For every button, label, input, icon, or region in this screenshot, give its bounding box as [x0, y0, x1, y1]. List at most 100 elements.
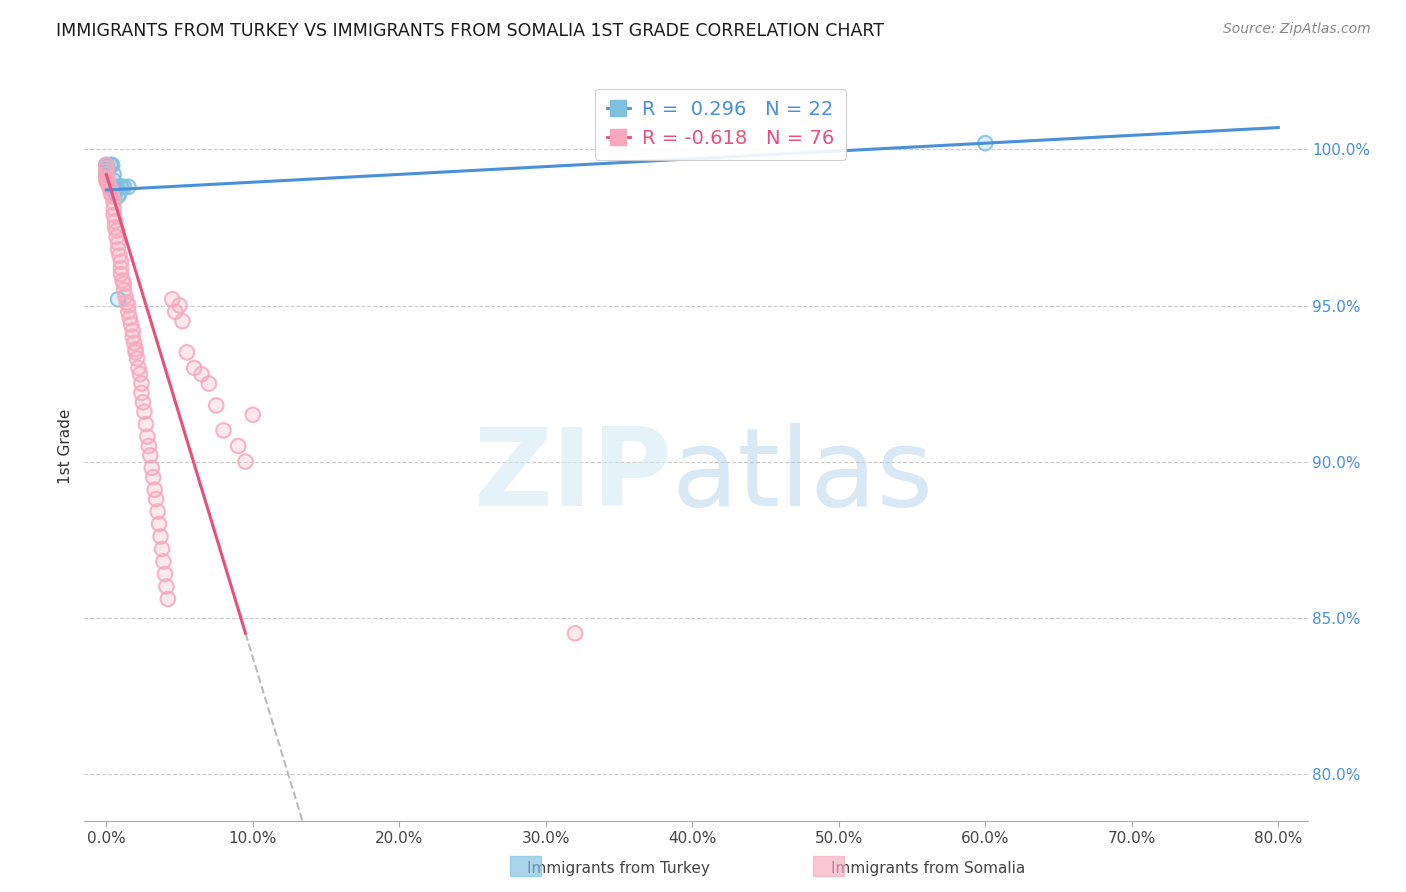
Text: atlas: atlas — [672, 423, 934, 529]
Point — [121, 329, 143, 343]
Point — [152, 554, 174, 568]
Point — [127, 351, 149, 366]
Point — [146, 504, 169, 518]
Point — [172, 314, 194, 328]
Point — [112, 179, 135, 194]
Point — [117, 304, 139, 318]
Point — [108, 248, 131, 262]
Point — [103, 195, 125, 210]
Point — [176, 345, 198, 359]
Point — [136, 429, 159, 443]
Point — [97, 173, 120, 187]
Point — [156, 591, 179, 606]
Point — [112, 277, 135, 291]
Point — [117, 179, 139, 194]
Point — [103, 202, 125, 216]
Point — [145, 491, 167, 506]
Point — [134, 404, 156, 418]
Point — [107, 292, 129, 306]
Point — [103, 208, 125, 222]
Point — [145, 491, 167, 506]
Point — [110, 260, 132, 275]
Point — [176, 345, 198, 359]
Point — [127, 351, 149, 366]
Point — [110, 179, 132, 194]
Text: Immigrants from Somalia: Immigrants from Somalia — [831, 861, 1025, 876]
Point — [96, 167, 118, 181]
Point — [96, 164, 118, 178]
Point — [146, 504, 169, 518]
Point — [149, 529, 172, 543]
Point — [205, 398, 228, 412]
Point — [104, 186, 127, 200]
Point — [97, 173, 120, 187]
Point — [100, 186, 122, 200]
Point — [110, 260, 132, 275]
Point — [198, 376, 221, 391]
Point — [103, 173, 125, 187]
Point — [142, 470, 165, 484]
Point — [96, 164, 118, 178]
Point — [124, 345, 146, 359]
Point — [104, 186, 127, 200]
Point — [108, 186, 131, 200]
Point — [155, 579, 177, 593]
Point — [135, 417, 157, 431]
Point — [131, 376, 153, 391]
Point — [105, 223, 128, 237]
Point — [169, 298, 191, 312]
Point — [96, 173, 118, 187]
Point — [162, 292, 184, 306]
Point — [107, 242, 129, 256]
Point — [153, 566, 176, 581]
Point — [103, 195, 125, 210]
Point — [112, 179, 135, 194]
Point — [141, 460, 163, 475]
Point — [242, 408, 264, 422]
Point — [105, 179, 128, 194]
Point — [107, 235, 129, 250]
Point — [150, 541, 173, 556]
Point — [96, 161, 118, 175]
Point — [169, 298, 191, 312]
Point — [104, 183, 127, 197]
Point — [115, 295, 138, 310]
Text: Source: ZipAtlas.com: Source: ZipAtlas.com — [1223, 22, 1371, 37]
Point — [121, 323, 143, 337]
Point — [96, 161, 118, 175]
Point — [129, 367, 152, 381]
Point — [96, 161, 118, 175]
Point — [100, 183, 122, 197]
Point — [190, 367, 212, 381]
Point — [110, 179, 132, 194]
Point — [118, 310, 141, 325]
Point — [136, 429, 159, 443]
Point — [110, 267, 132, 281]
Point — [124, 345, 146, 359]
Point — [129, 367, 152, 381]
Point — [143, 483, 166, 497]
Point — [101, 189, 124, 203]
Point — [115, 295, 138, 310]
Point — [107, 189, 129, 203]
Point — [226, 439, 249, 453]
Point — [212, 423, 235, 437]
Point — [96, 161, 118, 175]
Point — [96, 164, 118, 178]
Point — [100, 186, 122, 200]
Point — [101, 158, 124, 172]
Point — [134, 404, 156, 418]
Point — [124, 342, 146, 356]
Point — [149, 529, 172, 543]
Point — [96, 158, 118, 172]
Point — [107, 235, 129, 250]
Point — [132, 395, 155, 409]
Point — [103, 208, 125, 222]
Text: Immigrants from Turkey: Immigrants from Turkey — [527, 861, 710, 876]
Point — [98, 179, 121, 194]
Point — [118, 310, 141, 325]
Point — [148, 516, 170, 531]
Point — [165, 304, 187, 318]
Point — [104, 220, 127, 235]
Point — [117, 298, 139, 312]
